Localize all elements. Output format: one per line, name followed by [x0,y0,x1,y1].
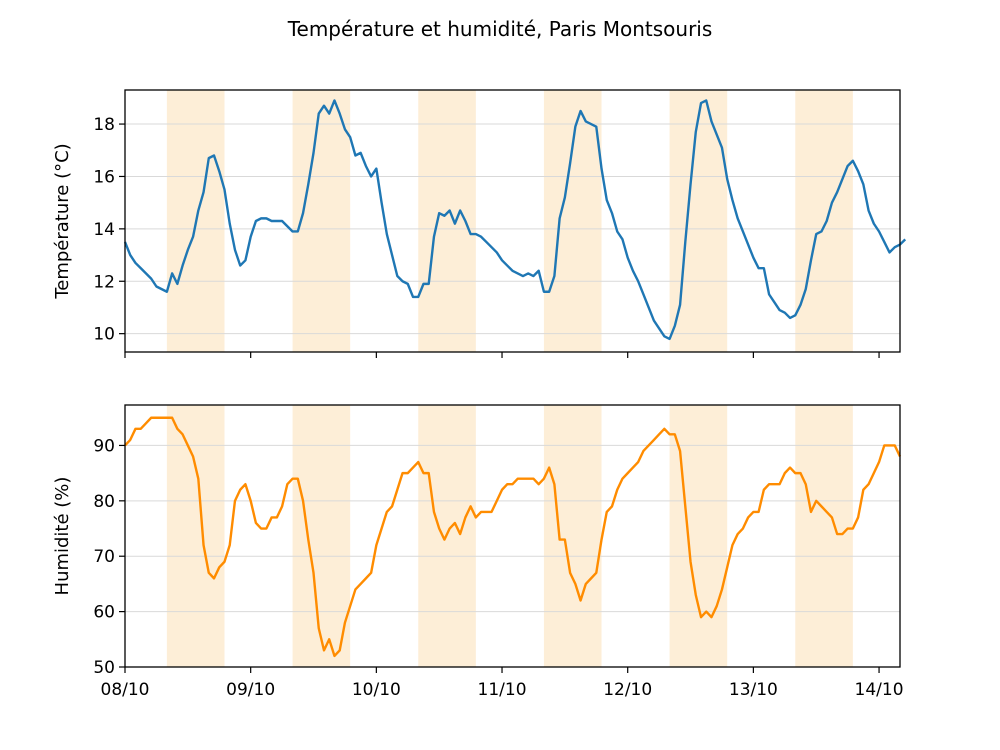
shaded-period [292,405,351,667]
y-axis-label: Température (°C) [52,143,73,299]
axes-frame [124,404,901,668]
panel-2: 50 60 70 80 90 08/10 09/10 10/10 11/10 12/10 13/10… [52,404,904,700]
shaded-period [795,405,853,667]
x-tick-label: 13/10 [729,680,778,700]
axes-frame [124,89,901,353]
chart-panels: 10 12 14 16 18 Température (°C) 50 60 70 80 90 08/1… [52,89,907,700]
x-tick-label: 14/10 [855,680,904,700]
shaded-period [543,90,602,352]
shaded-period [166,405,225,667]
y-tick-label: 60 [93,603,115,623]
x-tick-label: 09/10 [226,680,275,700]
y-tick-label: 70 [93,547,115,567]
series-line-2-1 [124,416,902,658]
x-tick-label: 11/10 [478,680,527,700]
y-tick-label: 80 [93,492,115,512]
y-tick-label: 12 [93,272,115,292]
shaded-period [543,405,602,667]
x-tick-label: 08/10 [101,680,150,700]
y-tick-label: 10 [93,325,115,345]
x-tick-label: 10/10 [352,680,401,700]
chart-title: Température et humidité, Paris Montsouri… [287,17,713,41]
y-axis-label: Humidité (%) [52,477,73,596]
series-line-1-1 [123,99,907,341]
panel-1: 10 12 14 16 18 Température (°C) [52,89,907,358]
y-tick-label: 14 [93,220,115,240]
y-tick-label: 90 [93,436,115,456]
x-tick-label: 12/10 [603,680,652,700]
shaded-period [418,90,476,352]
shaded-period [795,90,853,352]
y-tick-label: 50 [93,658,115,678]
y-tick-label: 16 [93,167,115,187]
shaded-period [292,90,351,352]
y-tick-label: 18 [93,115,115,135]
